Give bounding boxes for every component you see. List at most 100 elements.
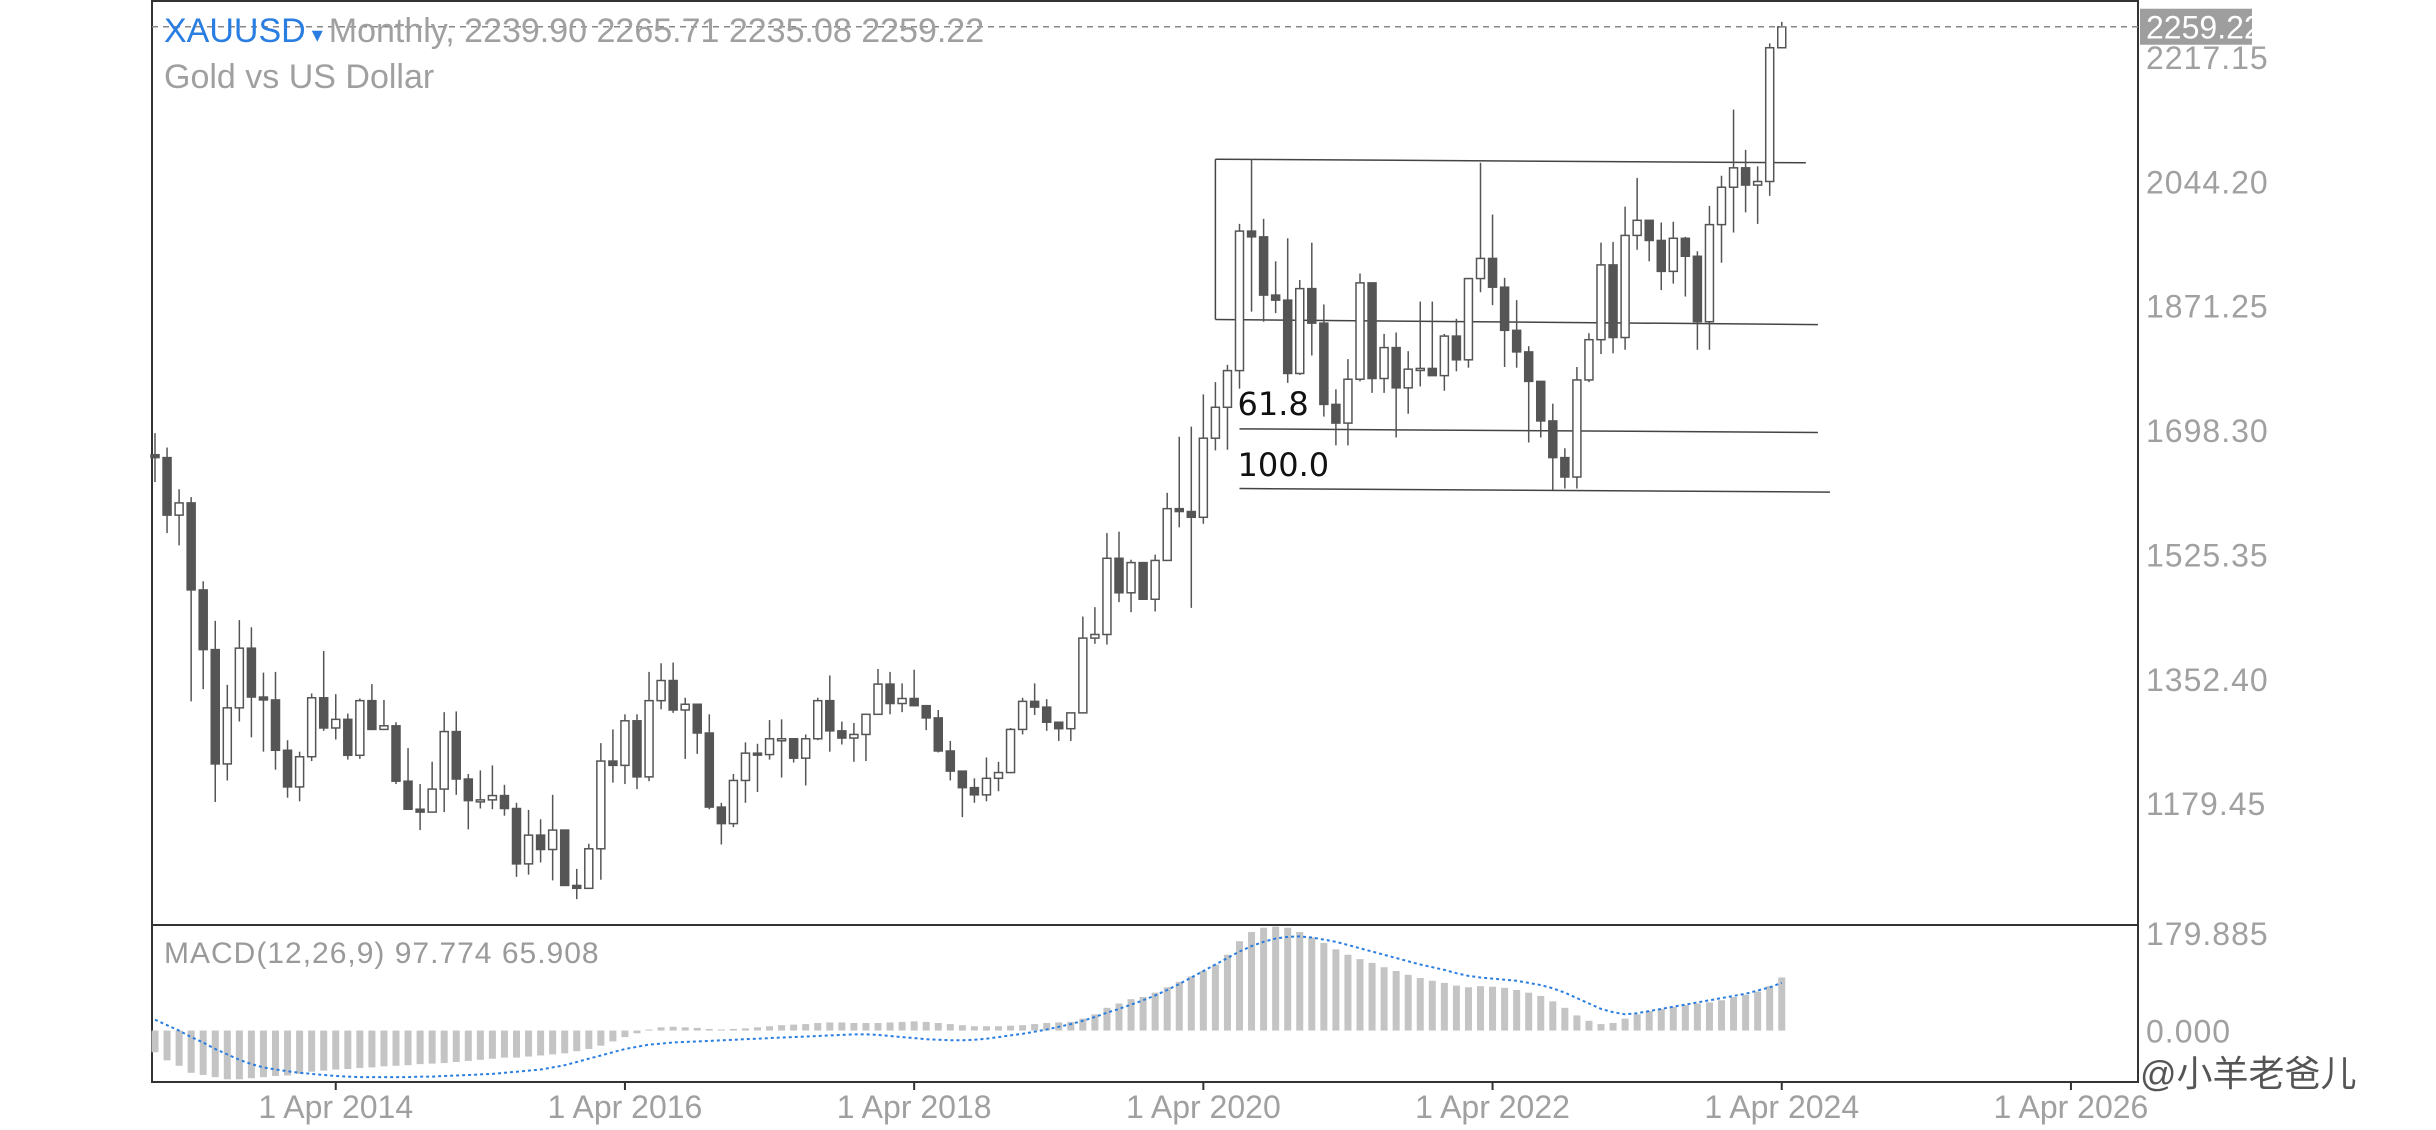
candle-body <box>680 703 690 711</box>
macd-histogram-bar <box>1368 962 1376 1031</box>
symbol-label[interactable]: XAUUSD <box>164 12 306 50</box>
macd-histogram-bar <box>1308 937 1316 1031</box>
fibonacci-tool[interactable]: 61.8 100.0 <box>1214 158 1830 493</box>
macd-histogram-bar <box>1718 1000 1725 1031</box>
candle <box>1548 403 1558 490</box>
macd-histogram-bar <box>561 1030 569 1054</box>
candle <box>222 684 233 781</box>
axes: 2217.15 2044.20 1871.25 1698.30 1525.35 1352.… <box>258 40 2269 1125</box>
candle-body <box>1740 167 1751 186</box>
chart-header: XAUUSD ▾ Monthly, 2239.90 2265.71 2235.08 … <box>164 14 984 48</box>
candle <box>559 829 570 887</box>
fib-level-label: 100.0 <box>1238 446 1330 484</box>
candle-body <box>1572 379 1582 478</box>
fib-level-line[interactable] <box>1239 487 1830 493</box>
candle-body <box>981 777 992 796</box>
candle-body <box>559 829 570 887</box>
candle-body <box>837 730 847 739</box>
watermark: @小羊老爸儿 <box>2140 1053 2357 1094</box>
macd-histogram-bar <box>488 1030 496 1059</box>
macd-histogram-bar <box>163 1030 171 1061</box>
candle <box>861 713 871 762</box>
candle <box>1572 367 1582 489</box>
macd-histogram-bar <box>1284 927 1292 1031</box>
candle-body <box>1102 557 1112 636</box>
macd-histogram-bar <box>814 1022 822 1031</box>
macd-histogram-bar <box>1187 976 1195 1031</box>
macd-histogram-bar <box>1392 971 1400 1031</box>
macd-histogram-bar <box>766 1026 774 1031</box>
candle-body <box>885 683 895 705</box>
candle-body <box>933 717 943 752</box>
macd-histogram-bar <box>525 1030 533 1057</box>
candle-body <box>1295 287 1305 375</box>
candle-body <box>1777 26 1787 49</box>
candle-body <box>656 679 666 702</box>
candle <box>1620 206 1630 350</box>
candle-body <box>1499 286 1510 332</box>
candle <box>1041 699 1052 731</box>
candle-body <box>258 696 269 701</box>
candle <box>957 770 968 818</box>
candle-body <box>1162 507 1172 562</box>
candle-body <box>355 699 365 757</box>
candle-body <box>596 760 606 850</box>
candle-body <box>692 703 702 734</box>
macd-histogram-bar <box>1428 980 1436 1031</box>
chart-frame <box>151 0 2139 1083</box>
candle-body <box>1584 338 1594 381</box>
candle <box>897 683 907 713</box>
candle <box>837 721 847 745</box>
macd-histogram-bar <box>585 1030 593 1049</box>
candle-body <box>1427 367 1438 377</box>
candle-body <box>1355 282 1365 380</box>
macd-histogram-bar <box>669 1026 677 1031</box>
candle-body <box>499 794 510 810</box>
x-tick-label: 1 Apr 2020 <box>1126 1089 1281 1125</box>
candle-body <box>1439 335 1450 377</box>
macd-y-tick-label: 0.000 <box>2146 1014 2231 1050</box>
symbol-dropdown-icon[interactable]: ▾ <box>311 22 323 47</box>
candle-body <box>584 848 594 890</box>
candle <box>1210 382 1221 451</box>
macd-histogram-bar <box>1404 974 1412 1031</box>
macd-histogram-bar <box>452 1030 460 1062</box>
candle-body <box>1307 287 1317 324</box>
macd-histogram-bar <box>1609 1022 1617 1031</box>
macd-y-tick-label: 179.885 <box>2146 916 2269 952</box>
candle-body <box>1716 186 1727 226</box>
y-tick-label: 2217.15 <box>2146 40 2269 76</box>
candle-body <box>752 752 763 756</box>
candle <box>1319 304 1329 417</box>
candle-body <box>1331 403 1341 424</box>
candle <box>752 743 763 792</box>
macd-histogram-bar <box>1260 927 1268 1031</box>
macd-histogram-bar <box>729 1028 737 1031</box>
candle <box>716 802 727 845</box>
candle-body <box>1150 559 1160 601</box>
candle-body <box>969 786 980 796</box>
candle-body <box>644 699 654 778</box>
candle <box>415 784 425 831</box>
candle-body <box>1391 346 1401 389</box>
macd-histogram-bar <box>922 1021 930 1031</box>
macd-histogram-bar <box>1501 987 1509 1031</box>
candle-body <box>535 834 546 851</box>
candle <box>427 761 437 813</box>
candle <box>764 720 775 760</box>
candle-body <box>162 456 172 516</box>
candle-body <box>318 697 329 729</box>
candle <box>776 719 787 778</box>
candle <box>1391 332 1401 438</box>
candle <box>475 770 486 809</box>
candle <box>1054 721 1064 741</box>
macd-histogram-bar <box>1645 1011 1653 1031</box>
fib-level-line[interactable] <box>1215 158 1806 164</box>
macd-histogram-bar <box>476 1030 484 1060</box>
candle <box>1536 380 1546 438</box>
candle <box>1451 318 1462 372</box>
candle-body <box>873 683 883 716</box>
macd-histogram-bar <box>187 1030 195 1073</box>
macd-histogram-bar <box>1127 999 1135 1031</box>
